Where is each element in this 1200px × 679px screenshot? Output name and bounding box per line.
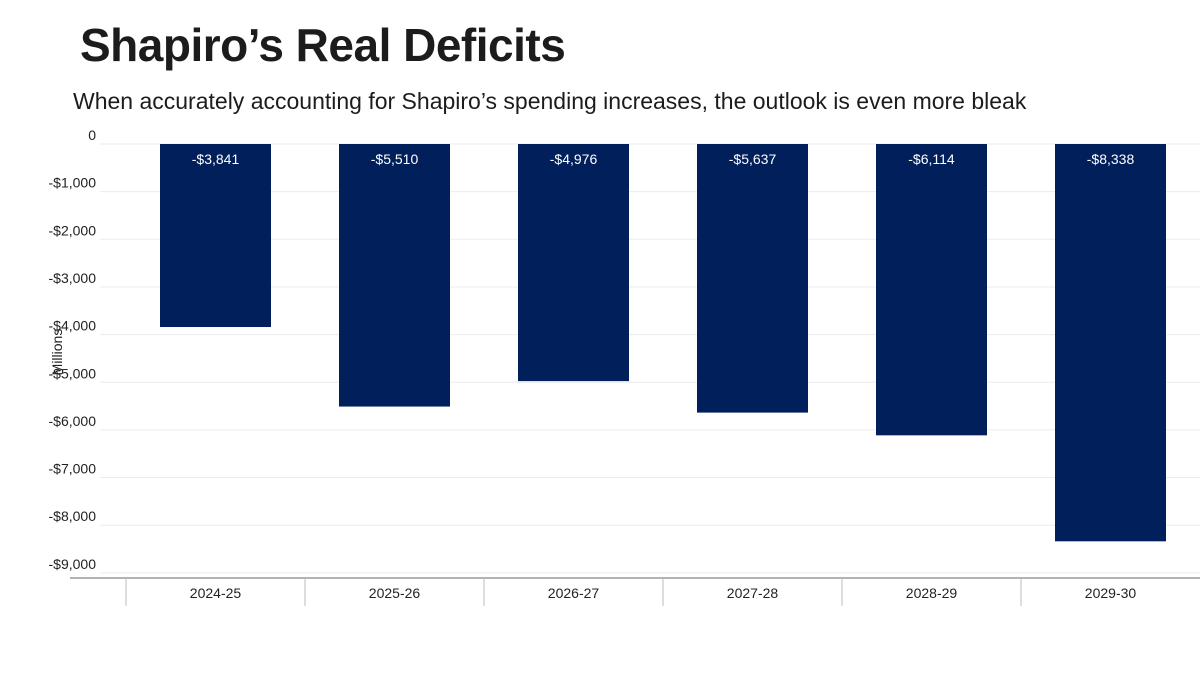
y-tick-label: -$2,000 — [49, 222, 97, 238]
y-tick-label: -$8,000 — [49, 508, 97, 524]
chart-title: Shapiro’s Real Deficits — [80, 19, 566, 71]
x-tick-label: 2024-25 — [190, 585, 242, 601]
chart-subtitle: When accurately accounting for Shapiro’s… — [73, 88, 1027, 114]
y-tick-label: -$3,000 — [49, 270, 97, 286]
x-tick-label: 2025-26 — [369, 585, 421, 601]
y-axis-label: Millions — [49, 329, 65, 376]
y-tick-label: -$4,000 — [49, 318, 97, 334]
x-tick-label: 2028-29 — [906, 585, 958, 601]
bar — [160, 144, 271, 328]
x-tick-label: 2027-28 — [727, 585, 779, 601]
data-label: -$8,338 — [1087, 151, 1135, 167]
bar — [518, 144, 629, 382]
y-tick-label: -$7,000 — [49, 461, 97, 477]
bar — [339, 144, 450, 407]
bar — [1055, 144, 1166, 542]
y-tick-label: -$5,000 — [49, 365, 97, 381]
data-label: -$4,976 — [550, 151, 598, 167]
data-label: -$6,114 — [908, 151, 955, 167]
bar — [697, 144, 808, 413]
bar — [876, 144, 987, 436]
y-tick-label: 0 — [88, 127, 96, 143]
x-tick-label: 2026-27 — [548, 585, 600, 601]
data-label: -$5,510 — [371, 151, 419, 167]
y-tick-label: -$1,000 — [49, 175, 97, 191]
data-label: -$3,841 — [192, 151, 240, 167]
x-tick-label: 2029-30 — [1085, 585, 1137, 601]
data-label: -$5,637 — [729, 151, 777, 167]
y-tick-label: -$9,000 — [49, 556, 97, 572]
y-tick-label: -$6,000 — [49, 413, 97, 429]
